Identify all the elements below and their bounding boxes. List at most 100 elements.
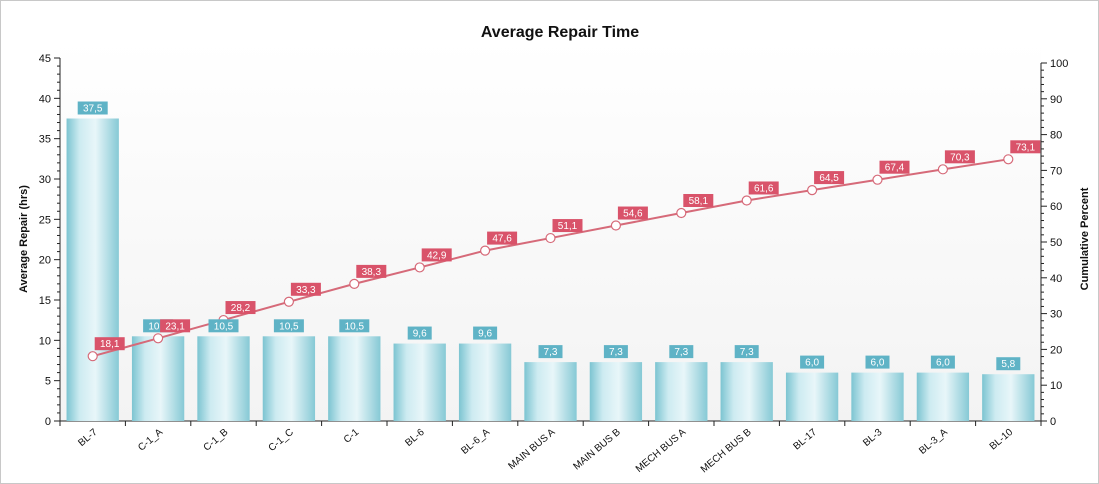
bar xyxy=(785,372,839,421)
x-tick-label: C-1_B xyxy=(202,427,231,454)
left-tick-label: 25 xyxy=(39,214,51,226)
bar xyxy=(589,362,643,421)
line-value-label-bg xyxy=(225,301,256,315)
right-tick-label: 30 xyxy=(1050,309,1062,321)
bar xyxy=(328,336,381,421)
data-labels: 37,5 10,5 10,5 10,5 10,5 9,6 9,6 7,3 7,3 7,3 7,3 6,… xyxy=(77,101,1041,371)
bar-value-label-bg xyxy=(473,326,498,340)
bar-value-label: 6,0 xyxy=(805,358,819,369)
left-tick-label: 5 xyxy=(45,376,51,388)
line-point xyxy=(480,245,491,256)
x-tick-label: BL-10 xyxy=(988,427,1016,453)
x-tick-label: BL-6_A xyxy=(459,427,492,457)
left-tick-label: 10 xyxy=(39,335,51,347)
x-tick-label: C-1_A xyxy=(136,427,165,454)
bar-value-label: 9,6 xyxy=(478,329,492,340)
right-y-axis: 0 10 20 30 40 50 60 70 80 90 100 xyxy=(1040,58,1068,428)
left-tick-label: 20 xyxy=(39,255,51,267)
line-point xyxy=(87,351,98,362)
bar-value-label-bg xyxy=(603,345,628,359)
bar-value-label: 7,3 xyxy=(740,347,754,358)
bar-value-label: 6,0 xyxy=(871,358,885,369)
line-value-label-bg xyxy=(552,219,583,233)
line-point xyxy=(283,296,294,307)
y2-axis-title: Cumulative Percent xyxy=(1079,187,1091,290)
line-point xyxy=(414,262,425,273)
line-point xyxy=(545,232,556,244)
line-value-label-bg xyxy=(814,171,845,185)
right-tick-label: 40 xyxy=(1050,273,1062,285)
bar-value-label-bg xyxy=(273,319,304,333)
line-value-label: 18,1 xyxy=(100,339,120,350)
line-value-label-bg xyxy=(879,160,910,174)
x-tick-label: C-1 xyxy=(342,427,362,446)
chart-title: Average Repair Time xyxy=(481,24,639,41)
line-point xyxy=(1003,154,1014,165)
line-point xyxy=(806,184,818,196)
line-value-label: 33,3 xyxy=(296,285,316,296)
x-tick-label: BL-17 xyxy=(792,427,820,453)
line-point xyxy=(937,164,949,175)
bar xyxy=(982,374,1035,421)
bar xyxy=(655,362,708,421)
line-value-label-bg xyxy=(290,282,321,296)
line-value-label: 42,9 xyxy=(427,250,447,261)
bar-value-label: 6,0 xyxy=(936,358,950,369)
left-tick-label: 45 xyxy=(39,53,51,65)
bar-value-label: 9,6 xyxy=(413,329,427,340)
bar-value-label-bg xyxy=(407,326,432,340)
bar-value-label-bg xyxy=(208,319,239,333)
left-y-axis: 0 5 10 15 20 25 30 35 40 45 xyxy=(39,53,61,428)
x-tick-label: BL-3_A xyxy=(917,427,950,457)
line-value-label-bg xyxy=(421,248,452,262)
line-point xyxy=(610,220,622,231)
left-tick-label: 35 xyxy=(39,134,51,146)
x-tick-label: MECH BUS B xyxy=(699,427,754,476)
bar-value-label-bg xyxy=(996,357,1021,371)
line-value-label-bg xyxy=(94,337,125,351)
bar-value-label: 10,5 xyxy=(279,321,299,332)
bar-value-label: 7,3 xyxy=(674,347,688,358)
x-tick-label: C-1_C xyxy=(267,427,296,454)
bar xyxy=(720,362,773,421)
x-tick-label: MAIN BUS A xyxy=(507,427,558,472)
line-value-label-bg xyxy=(1010,140,1041,154)
line-value-label: 28,2 xyxy=(231,303,251,314)
x-axis: BL-7 C-1_A C-1_B C-1_C C-1 BL-6 BL-6_A MAIN BUS… xyxy=(59,420,1042,476)
right-tick-label: 70 xyxy=(1050,165,1062,177)
line-value-label: 70,3 xyxy=(950,152,970,163)
right-tick-label: 10 xyxy=(1050,380,1062,392)
bar xyxy=(262,336,316,421)
bar-value-label: 7,3 xyxy=(544,347,558,358)
bar xyxy=(524,362,577,421)
y-axis-title: Average Repair (hrs) xyxy=(18,185,30,293)
line-value-label: 54,6 xyxy=(623,209,643,220)
bar-value-label-bg xyxy=(865,355,890,369)
bar-value-label-bg xyxy=(930,355,955,369)
line-value-label-bg xyxy=(356,264,387,278)
right-tick-label: 0 xyxy=(1050,416,1056,428)
bar-value-label: 7,3 xyxy=(609,347,623,358)
bar xyxy=(66,118,119,421)
right-tick-label: 80 xyxy=(1050,130,1062,142)
line-value-label-bg xyxy=(617,206,648,220)
x-tick-label: MAIN BUS B xyxy=(571,427,623,473)
bar-value-label-bg xyxy=(800,355,825,369)
line-point xyxy=(872,174,883,185)
right-tick-label: 90 xyxy=(1050,94,1062,106)
bar xyxy=(393,343,446,421)
right-tick-label: 60 xyxy=(1050,201,1062,213)
bar-value-label: 10,5 xyxy=(148,321,168,332)
bar xyxy=(916,372,970,421)
left-tick-label: 30 xyxy=(39,174,51,186)
right-tick-label: 20 xyxy=(1050,344,1062,356)
line-point xyxy=(349,278,360,289)
line-point xyxy=(741,195,752,206)
line-value-label: 58,1 xyxy=(689,196,709,207)
bar-series xyxy=(66,118,1035,421)
right-tick-label: 100 xyxy=(1050,58,1068,70)
bar xyxy=(851,372,904,421)
line-value-label: 67,4 xyxy=(885,163,905,174)
bar-value-label-bg xyxy=(669,345,694,359)
